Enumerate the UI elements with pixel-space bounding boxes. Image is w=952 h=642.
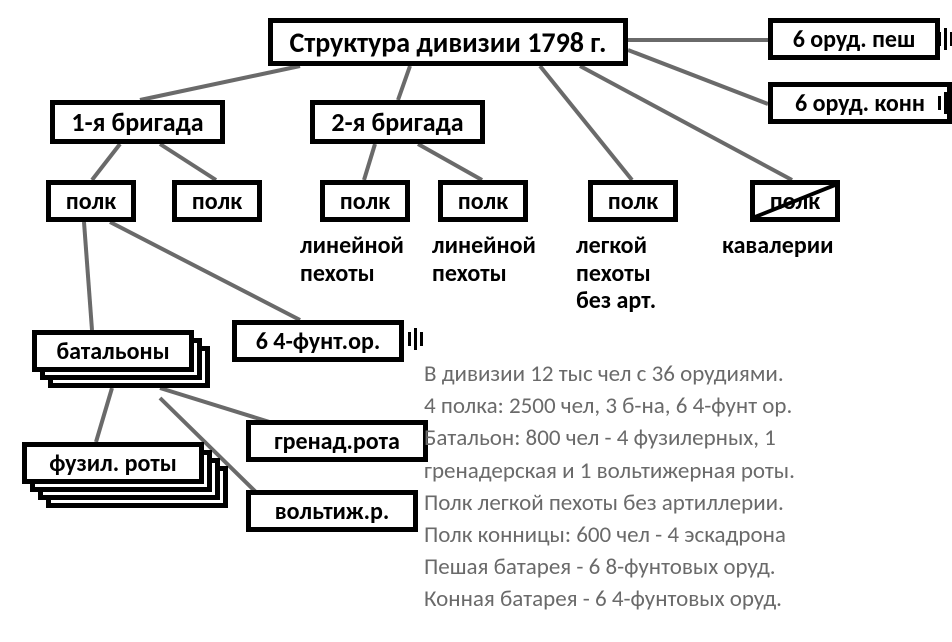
node-4lb-guns: 6 4-фунт.ор. (232, 320, 404, 362)
node-voltigeur-company: вольтиж.р. (246, 490, 418, 532)
bars-icon (408, 328, 423, 350)
node-regiment-2: полк (172, 180, 262, 222)
info-line: В дивизии 12 тыс чел с 36 орудиями. (424, 358, 795, 390)
bars-icon (938, 92, 952, 114)
node-artillery-foot: 6 оруд. пеш (768, 18, 940, 60)
info-line: Полк конницы: 600 чел - 4 эскадрона (424, 519, 795, 551)
root-node: Структура дивизии 1798 г. (268, 18, 628, 66)
info-line: 4 полка: 2500 чел, 3 б-на, 6 4-фунт ор. (424, 390, 795, 422)
node-artillery-horse: 6 оруд. конн (768, 82, 952, 124)
node-regiment-3: полк (320, 180, 410, 222)
info-line: Полк легкой пехоты без артиллерии. (424, 487, 795, 519)
node-grenadier-company: гренад.рота (246, 420, 428, 462)
regiment-5-subtype: легкой пехоты без арт. (576, 232, 656, 315)
node-brigade-1: 1-я бригада (50, 100, 225, 144)
info-line: Конная батарея - 6 4-фунтовых оруд. (424, 583, 795, 615)
bars-icon (938, 28, 952, 50)
node-brigade-2: 2-я бригада (310, 100, 485, 144)
info-line: гренадерская и 1 вольтижерная роты. (424, 455, 795, 487)
info-text-block: В дивизии 12 тыс чел с 36 орудиями. 4 по… (424, 358, 795, 616)
node-fusilier-companies: фузил. роты (22, 442, 204, 484)
info-line: Пешая батарея - 6 8-фунтовых оруд. (424, 551, 795, 583)
node-regiment-5: полк (588, 180, 678, 222)
regiment-6-subtype: кавалерии (722, 232, 833, 260)
cross-out-icon (755, 185, 835, 217)
regiment-4-subtype: линейной пехоты (432, 232, 536, 287)
info-line: Батальон: 800 чел - 4 фузилерных, 1 (424, 422, 795, 454)
node-regiment-4: полк (438, 180, 528, 222)
regiment-3-subtype: линейной пехоты (300, 232, 404, 287)
node-battalions: батальоны (32, 330, 194, 372)
node-regiment-6-crossed: полк (750, 180, 840, 222)
node-regiment-1: полк (46, 180, 136, 222)
